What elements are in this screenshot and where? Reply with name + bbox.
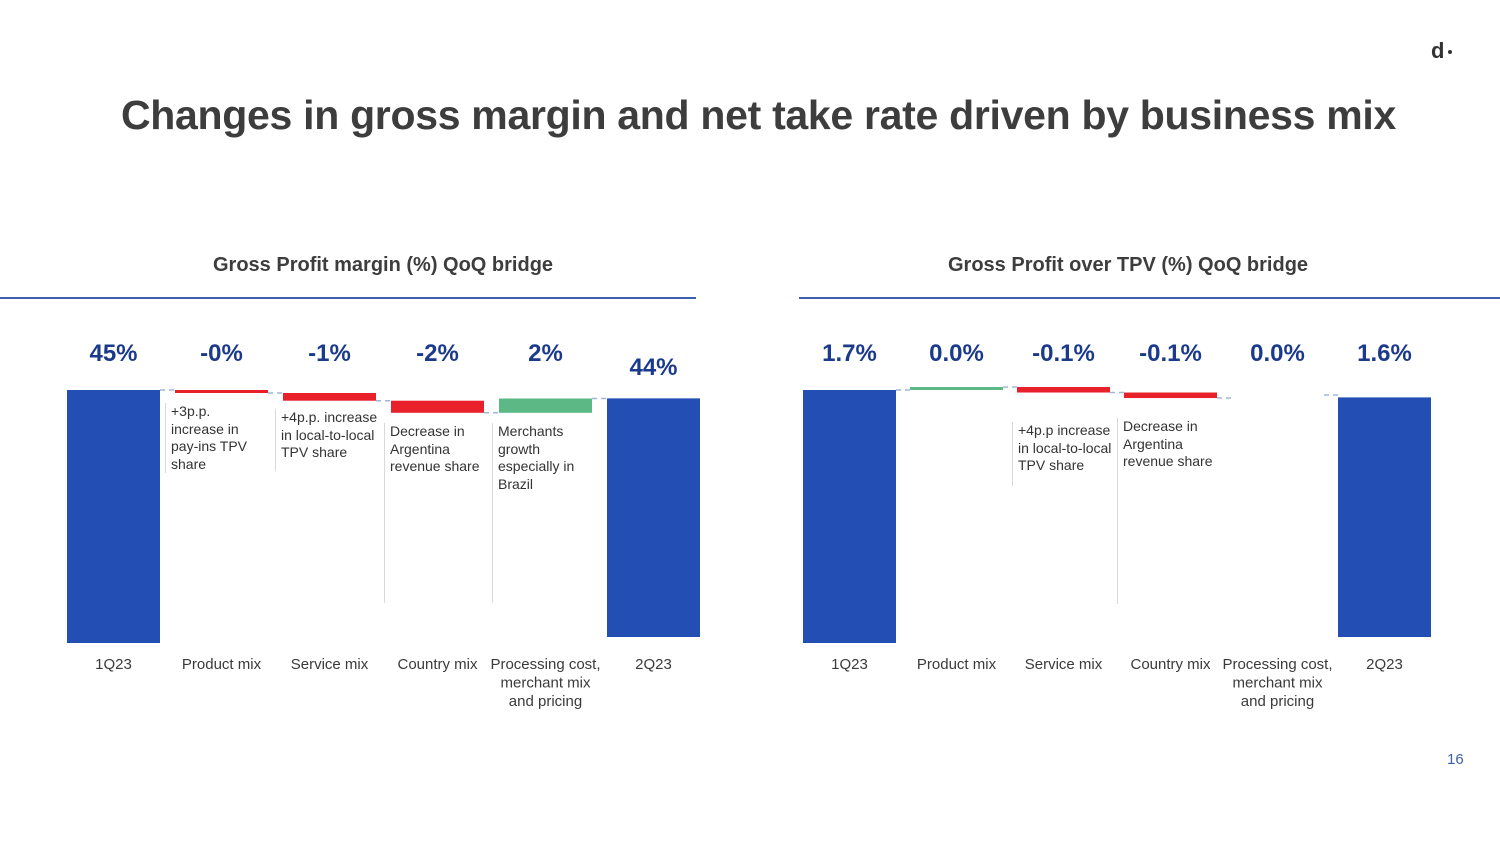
tpv-value-label-3: -0.1% <box>1139 340 1202 367</box>
gpm-category-label-0: 1Q23 <box>95 656 132 673</box>
waterfall-charts: 45% 1Q23 -0% Product mix -1% Service mix -2% Co… <box>67 340 1431 710</box>
tpv-category-label-4: merchant mix <box>1232 675 1323 692</box>
gpm-bar-5 <box>607 398 700 637</box>
tpv-bar-0 <box>803 390 896 643</box>
gpm-bar-4 <box>499 398 592 413</box>
logo: d <box>1431 38 1453 64</box>
gpm-value-label-3: -2% <box>416 340 459 367</box>
tpv-bar-2 <box>1017 387 1110 393</box>
tpv-bar-5 <box>1338 397 1431 637</box>
gpm-bar-0 <box>67 390 160 643</box>
tpv-category-label-0: 1Q23 <box>831 656 868 673</box>
page-number: 16 <box>1447 751 1464 768</box>
gpm-category-label-4: Processing cost, <box>490 656 600 673</box>
gpm-bar-3 <box>391 400 484 413</box>
tpv-value-label-2: -0.1% <box>1032 340 1095 367</box>
gpm-category-label-5: 2Q23 <box>635 656 672 673</box>
tpv-category-label-5: 2Q23 <box>1366 656 1403 673</box>
page-title: Changes in gross margin and net take rat… <box>121 92 1396 138</box>
annotation-processing-cost: Merchants growth especially in Brazil <box>492 423 590 603</box>
gpm-category-label-4: merchant mix <box>500 675 591 692</box>
chart-divider-left <box>0 297 696 299</box>
tpv-category-label-1: Product mix <box>917 656 997 673</box>
tpv-bar-1 <box>910 387 1003 390</box>
tpv-category-label-3: Country mix <box>1130 656 1211 673</box>
tpv-category-label-4: and pricing <box>1241 693 1314 710</box>
gpm-category-label-1: Product mix <box>182 656 262 673</box>
gpm-value-label-4: 2% <box>528 340 563 367</box>
gpm-category-label-4: and pricing <box>509 693 582 710</box>
tpv-bar-4 <box>1231 395 1324 398</box>
tpv-value-label-0: 1.7% <box>822 340 877 367</box>
tpv-value-label-5: 1.6% <box>1357 340 1412 367</box>
gpm-value-label-5: 44% <box>629 354 677 381</box>
annotation-service-mix: +4p.p. increase in local-to-local TPV sh… <box>275 409 383 471</box>
chart-title-gross-profit-margin: Gross Profit margin (%) QoQ bridge <box>213 254 554 276</box>
annotation-country-mix-tpv: Decrease in Argentina revenue share <box>1117 418 1213 604</box>
gpm-value-label-2: -1% <box>308 340 351 367</box>
tpv-value-label-1: 0.0% <box>929 340 984 367</box>
gpm-value-label-1: -0% <box>200 340 243 367</box>
tpv-value-label-4: 0.0% <box>1250 340 1305 367</box>
gpm-bar-1 <box>175 390 268 393</box>
gpm-category-label-2: Service mix <box>291 656 369 673</box>
annotation-service-mix-tpv: +4p.p increase in local-to-local TPV sha… <box>1012 422 1121 486</box>
tpv-category-label-4: Processing cost, <box>1222 656 1332 673</box>
tpv-category-label-2: Service mix <box>1025 656 1103 673</box>
gpm-category-label-3: Country mix <box>397 656 478 673</box>
annotation-product-mix: +3p.p. increase in pay-ins TPV share <box>165 403 253 473</box>
tpv-bar-3 <box>1124 392 1217 399</box>
annotation-country-mix: Decrease in Argentina revenue share <box>384 423 480 603</box>
gpm-value-label-0: 45% <box>89 340 137 367</box>
chart-title-gross-profit-over-tpv: Gross Profit over TPV (%) QoQ bridge <box>948 254 1309 276</box>
chart-divider-right <box>799 297 1500 299</box>
gpm-bar-2 <box>283 393 376 401</box>
